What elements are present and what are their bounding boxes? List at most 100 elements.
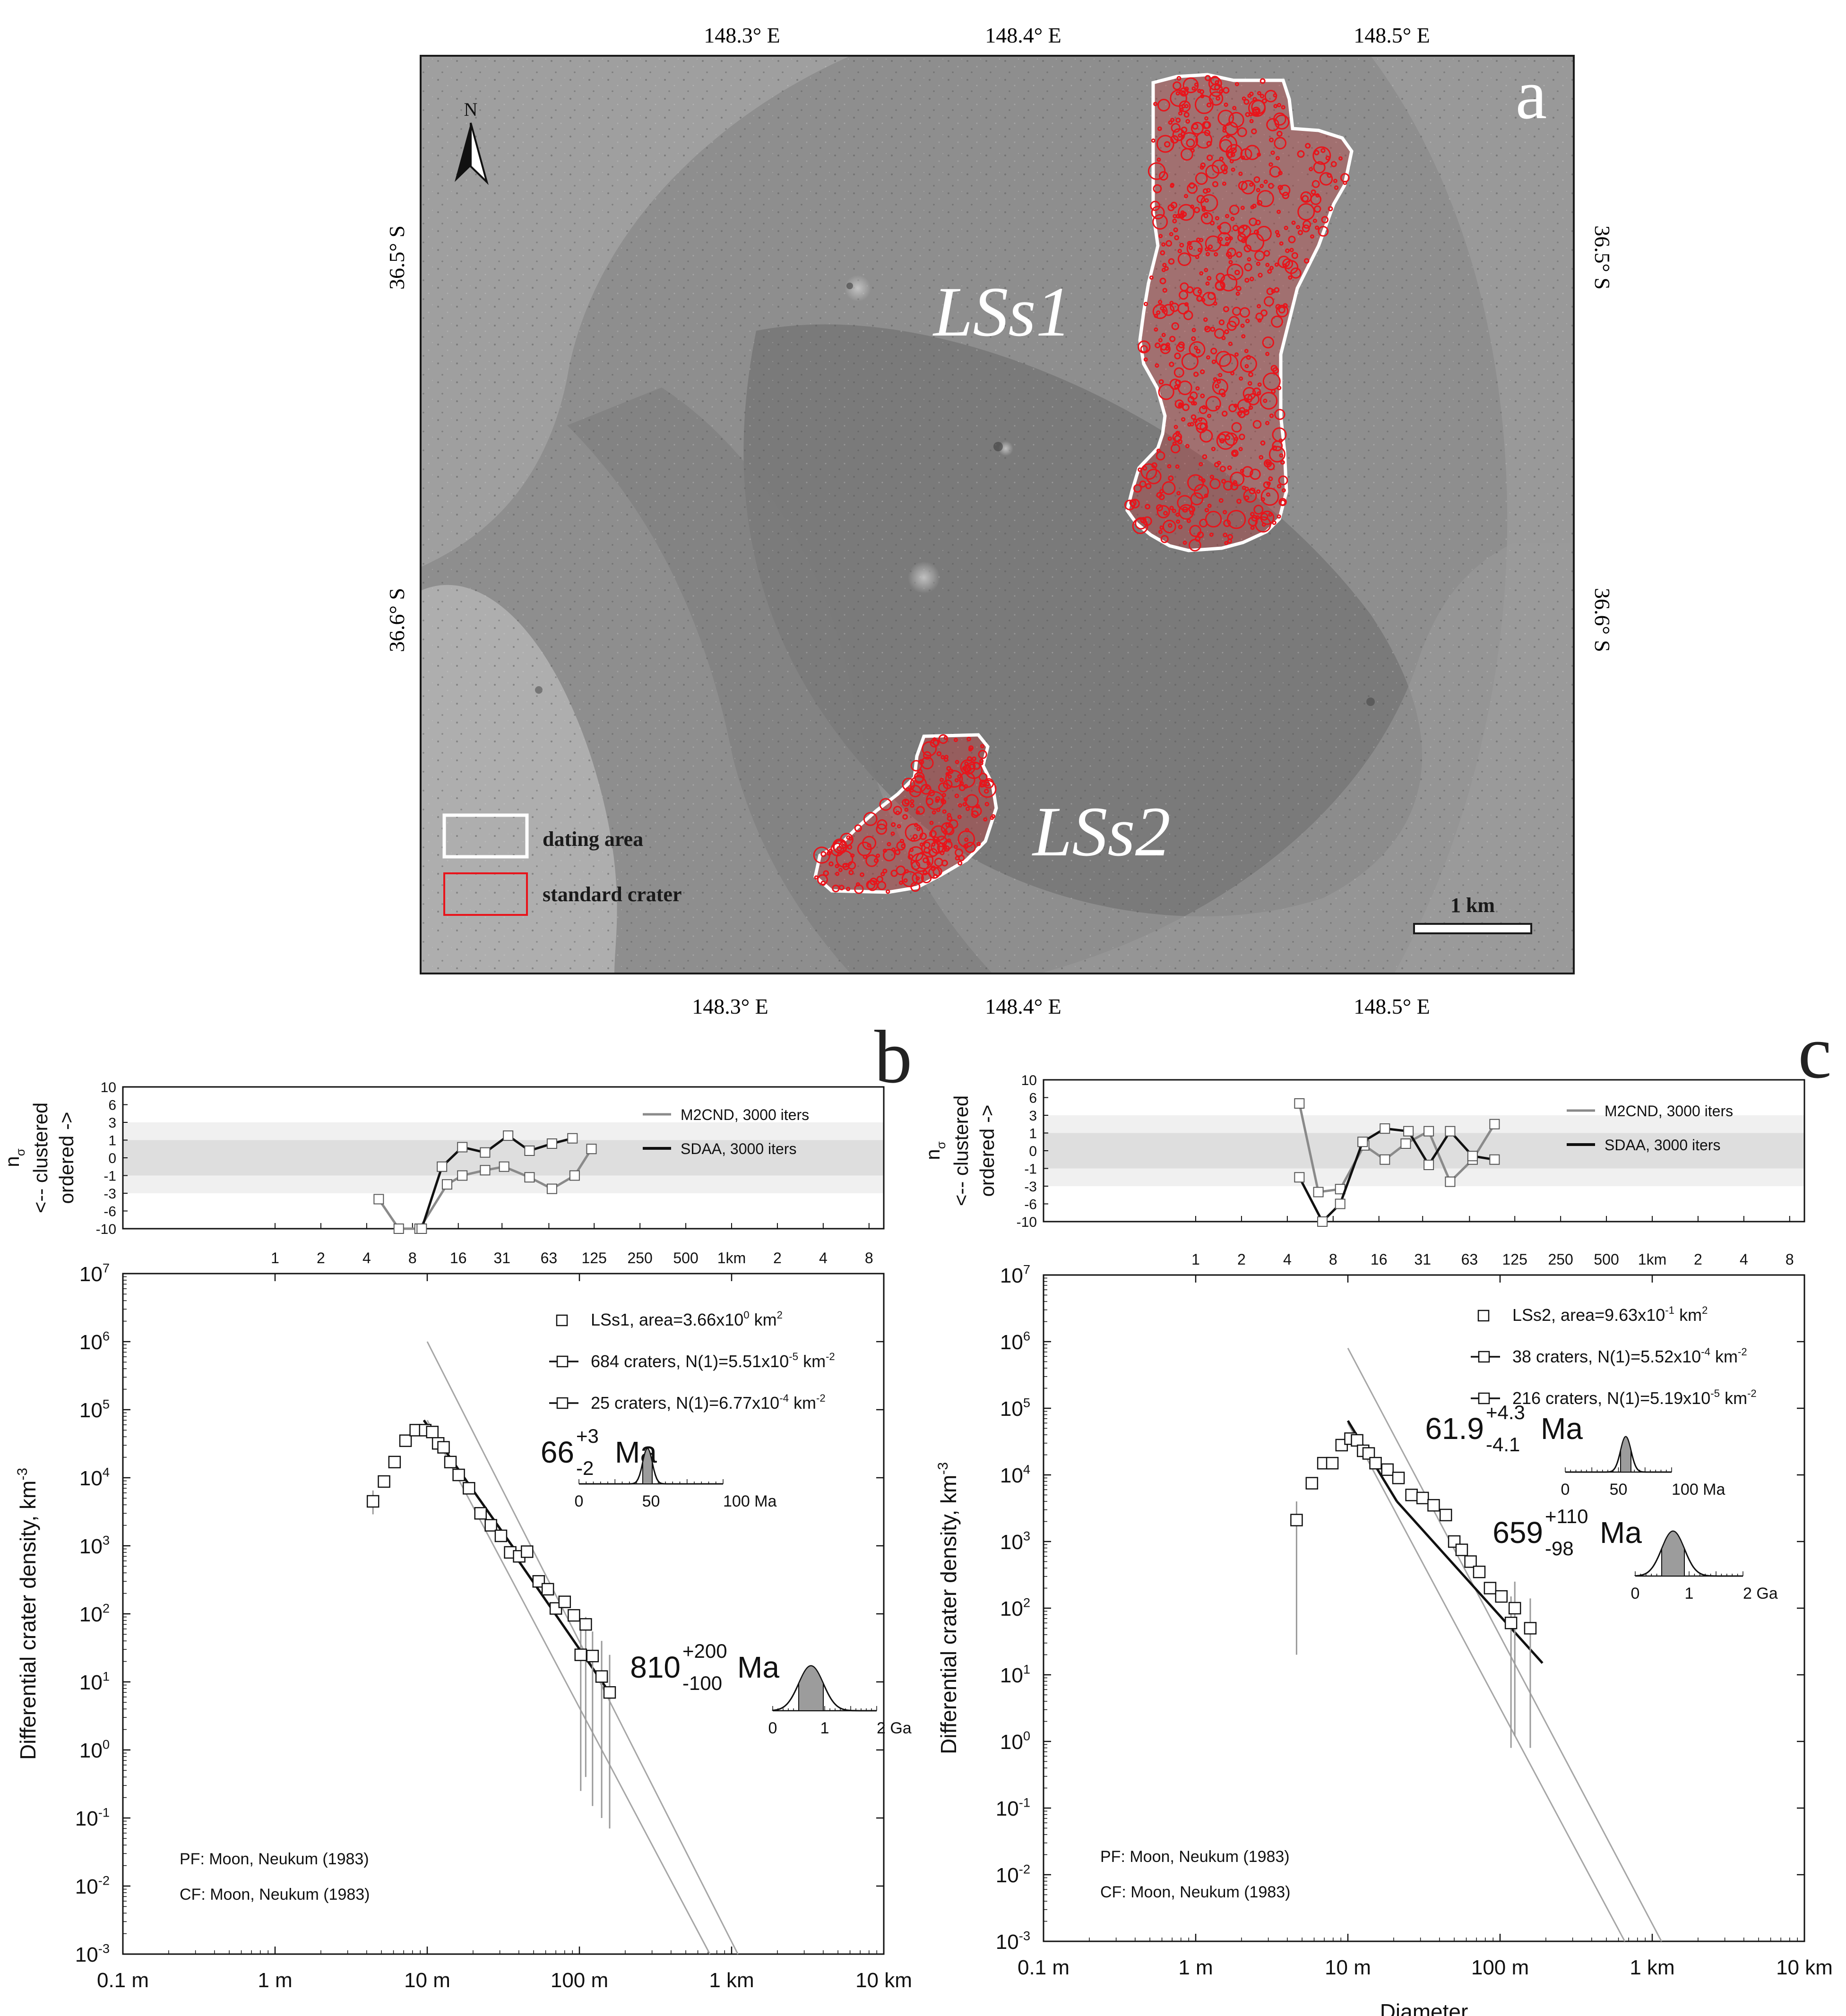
crater-marker [1172, 218, 1177, 224]
sdaa-series-marker [480, 1147, 491, 1158]
sdaa-series-marker [1489, 1154, 1500, 1165]
data-point [1305, 1477, 1319, 1490]
crater-marker [910, 803, 914, 808]
m2cnd-series-marker [586, 1144, 597, 1154]
rand-ylabel-ordered: ordered -> [976, 1105, 998, 1197]
crater-marker [980, 744, 984, 749]
crater-marker [1170, 201, 1178, 209]
crater-marker [1208, 91, 1224, 106]
crater-marker [1142, 465, 1147, 471]
crater-marker [1343, 181, 1347, 185]
crater-marker [1177, 302, 1190, 315]
crater-marker [865, 854, 878, 867]
crater-marker [1190, 391, 1198, 400]
age-dist-fill [1661, 1530, 1685, 1577]
legend-fit2-text: 25 craters, N(1)=6.77x10-4 km-2 [591, 1392, 826, 1413]
crater-marker [1284, 225, 1288, 230]
crater-marker [1244, 349, 1249, 353]
crater-marker [1265, 263, 1270, 267]
crater-marker [1181, 211, 1187, 217]
crater-marker [1315, 225, 1320, 230]
y-axis-title: Differential crater density, km-3 [935, 1462, 961, 1754]
m2cnd-series-marker [441, 1179, 452, 1190]
age-dist-fill [642, 1447, 653, 1484]
crater-marker [1191, 327, 1196, 332]
crater-marker [971, 806, 982, 817]
crater-marker [1241, 180, 1256, 195]
crater-marker [1153, 184, 1162, 193]
crater-marker [1269, 266, 1274, 270]
crater-marker [972, 756, 977, 761]
crater-marker [1229, 205, 1240, 215]
crater-marker [1145, 504, 1151, 509]
crater-marker [1241, 155, 1245, 160]
crater-marker [1176, 519, 1181, 524]
crater-marker [1170, 118, 1175, 122]
crater-marker [1147, 162, 1166, 180]
crater-marker [1228, 404, 1237, 413]
crater-marker [1263, 180, 1268, 184]
top-diameter-tick-label: 4 [1740, 1251, 1748, 1268]
crater-marker [1257, 304, 1261, 309]
crater-marker [1249, 119, 1254, 123]
crater-marker [1138, 467, 1142, 472]
crater-marker [1228, 260, 1233, 265]
crater-marker [943, 735, 948, 740]
crater-marker [1178, 133, 1182, 138]
crater-marker [1290, 267, 1302, 279]
crater-marker [1200, 393, 1205, 398]
crater-marker [835, 864, 839, 869]
crater-marker [902, 799, 910, 807]
crater-marker [1178, 111, 1183, 116]
y-tick-label: 105 [79, 1397, 110, 1422]
crater-marker [1209, 478, 1221, 490]
crater-marker [1242, 96, 1246, 101]
crater-marker [854, 824, 862, 832]
crater-marker [1163, 511, 1168, 516]
age-minus-1: -2 [576, 1457, 594, 1479]
m2cnd-series-marker [1294, 1098, 1305, 1109]
crater-marker [1231, 422, 1242, 433]
crater-marker [895, 849, 901, 855]
crater-marker [1257, 190, 1274, 207]
crater-marker [1191, 336, 1196, 341]
m2cnd-series-marker [1489, 1119, 1500, 1129]
crater-marker [1199, 429, 1213, 443]
crater-marker [1219, 135, 1237, 153]
crater-marker [983, 789, 989, 794]
crater-marker [1140, 463, 1157, 480]
crater-marker [1189, 525, 1201, 537]
crater-marker [880, 872, 885, 877]
crater-marker [1225, 251, 1232, 258]
crater-marker [1258, 273, 1263, 278]
crater-marker [934, 858, 943, 867]
crater-marker [1274, 114, 1290, 130]
crater-marker [904, 808, 909, 812]
crater-marker [1314, 150, 1320, 155]
data-point [1392, 1472, 1405, 1484]
map-frame [420, 55, 1575, 974]
crater-marker [1200, 212, 1213, 224]
crater-marker [1221, 336, 1226, 340]
y-tick-label: 107 [1000, 1262, 1030, 1287]
crater-marker [1181, 417, 1186, 422]
crater-marker [876, 823, 887, 835]
crater-marker [1302, 195, 1309, 202]
crater-marker [823, 870, 829, 877]
crater-marker [1297, 150, 1305, 158]
top-diameter-tick-label: 2 [773, 1249, 782, 1266]
crater-marker [1158, 379, 1164, 385]
crater-marker [850, 853, 855, 858]
crater-marker [1218, 433, 1226, 442]
crater-marker [1219, 465, 1226, 472]
crater-marker [958, 861, 963, 866]
crater-marker [1279, 241, 1284, 246]
crater-marker [1172, 128, 1185, 141]
crater-marker [929, 820, 934, 825]
crater-marker [1240, 206, 1245, 210]
crater-marker [1153, 102, 1158, 106]
data-point [1405, 1489, 1418, 1501]
crater-marker [1239, 376, 1243, 381]
crater-marker [1255, 516, 1271, 533]
crater-marker [1199, 271, 1204, 276]
